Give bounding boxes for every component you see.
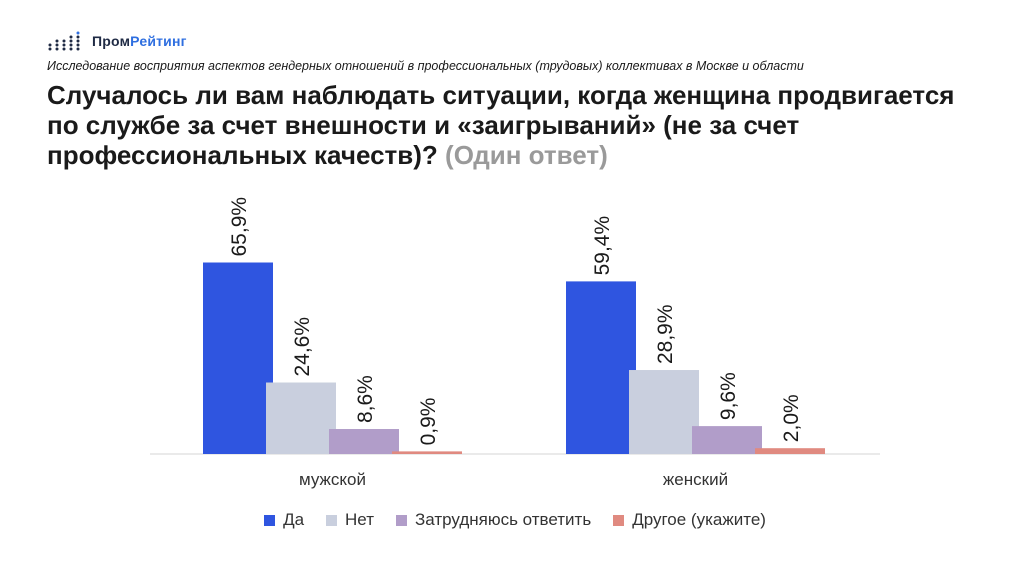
bar-male-series-2 <box>266 382 336 454</box>
legend-label: Затрудняюсь ответить <box>414 510 592 529</box>
logo-dot <box>69 47 73 51</box>
bar-female-series-1 <box>566 281 636 454</box>
category-label: женский <box>663 470 728 489</box>
brand-part1: Пром <box>92 33 131 49</box>
logo-dot <box>55 43 59 47</box>
legend-swatch <box>395 514 407 526</box>
data-label: 2,0% <box>780 394 803 442</box>
brand-name: ПромРейтинг <box>92 33 187 49</box>
logo-dot <box>48 47 52 51</box>
bar-male-series-3 <box>329 429 399 454</box>
logo-dot <box>69 39 73 43</box>
logo-dot <box>62 47 66 51</box>
legend-swatch <box>326 514 338 526</box>
logo-dot <box>76 39 80 43</box>
logo-dot <box>55 47 59 51</box>
logo-dot <box>76 31 80 35</box>
bar-male-series-4 <box>392 451 462 454</box>
legend-item: Затрудняюсь ответить <box>395 510 592 530</box>
data-label: 28,9% <box>654 304 677 364</box>
chart-title: Случалось ли вам наблюдать ситуации, ког… <box>47 80 987 170</box>
data-label: 9,6% <box>717 372 740 420</box>
logo-dot <box>69 35 73 39</box>
data-label: 24,6% <box>291 317 314 377</box>
survey-subtitle: Исследование восприятия аспектов гендерн… <box>47 59 804 73</box>
legend-label: Да <box>283 510 305 529</box>
data-label: 59,4% <box>591 216 614 276</box>
data-label: 65,9% <box>228 197 251 257</box>
legend-item: Да <box>264 510 304 530</box>
legend-swatch <box>613 514 625 526</box>
logo-dot <box>62 43 66 47</box>
bar-male-series-1 <box>203 262 273 454</box>
promreyting-logo-icon <box>48 31 80 51</box>
bar-female-series-4 <box>755 448 825 454</box>
legend-label: Нет <box>345 510 374 529</box>
bar-female-series-2 <box>629 370 699 454</box>
logo-dot <box>48 43 52 47</box>
logo-dot <box>55 39 59 43</box>
legend-swatch <box>264 514 276 526</box>
logo-dot <box>76 47 80 51</box>
logo-dot <box>69 43 73 47</box>
bar-female-series-3 <box>692 426 762 454</box>
data-label: 0,9% <box>417 398 440 446</box>
logo-dot <box>62 39 66 43</box>
logo-dot <box>76 43 80 47</box>
legend-label: Другое (укажите) <box>632 510 766 529</box>
logo-dot <box>76 35 80 39</box>
legend-item: Другое (укажите) <box>613 510 766 530</box>
brand-part2: Рейтинг <box>130 33 187 49</box>
chart-legend: Да Нет Затрудняюсь ответить Другое (укажите… <box>0 510 1030 530</box>
legend-item: Нет <box>326 510 374 530</box>
data-label: 8,6% <box>354 375 377 423</box>
title-question: Случалось ли вам наблюдать ситуации, ког… <box>47 80 955 170</box>
category-label: мужской <box>299 470 366 489</box>
title-note: (Один ответ) <box>445 140 608 170</box>
